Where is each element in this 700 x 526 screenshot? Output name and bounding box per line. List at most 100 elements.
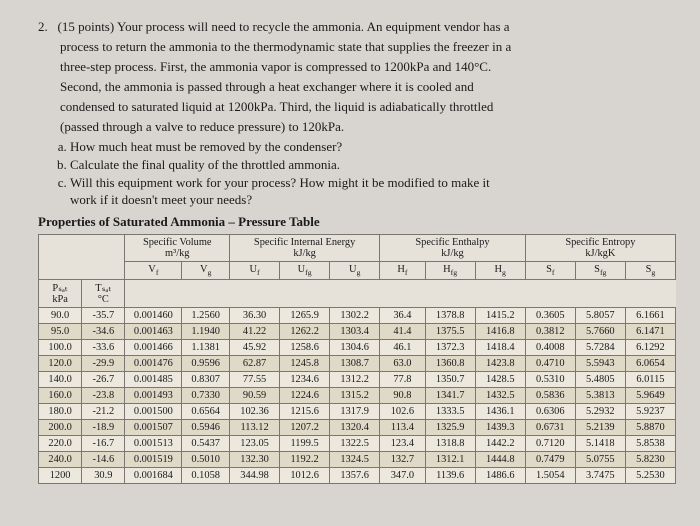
table-cell: 1428.5 [475, 372, 525, 388]
part-c: Will this equipment work for your proces… [70, 174, 678, 208]
table-cell: 0.001485 [125, 372, 182, 388]
table-cell: 0.1058 [182, 468, 230, 484]
table-cell: 120.0 [39, 356, 82, 372]
table-cell: 140.0 [39, 372, 82, 388]
table-cell: 1418.4 [475, 340, 525, 356]
table-cell: 1245.8 [280, 356, 330, 372]
table-cell: 1312.2 [330, 372, 380, 388]
table-title: Properties of Saturated Ammonia – Pressu… [38, 214, 678, 230]
table-cell: 113.4 [380, 420, 425, 436]
part-a: How much heat must be removed by the con… [70, 138, 678, 155]
table-cell: 1.1381 [182, 340, 230, 356]
table-cell: 1302.2 [330, 308, 380, 324]
table-cell: 1432.5 [475, 388, 525, 404]
table-cell: 1350.7 [425, 372, 475, 388]
table-cell: -21.2 [82, 404, 125, 420]
col-hfg: Hfg [425, 262, 475, 280]
question-text-3: three-step process. First, the ammonia v… [38, 58, 678, 76]
table-cell: 0.6306 [525, 404, 575, 420]
table-cell: 6.1661 [625, 308, 675, 324]
table-cell: 5.3813 [575, 388, 625, 404]
table-cell: 5.9649 [625, 388, 675, 404]
table-cell: 102.36 [230, 404, 280, 420]
table-cell: 5.8057 [575, 308, 625, 324]
table-cell: 1324.5 [330, 452, 380, 468]
table-cell: 1215.6 [280, 404, 330, 420]
table-cell: 41.22 [230, 324, 280, 340]
table-cell: 113.12 [230, 420, 280, 436]
table-cell: 1.5054 [525, 468, 575, 484]
col-uf: Uf [230, 262, 280, 280]
table-cell: 5.7660 [575, 324, 625, 340]
table-cell: 0.001476 [125, 356, 182, 372]
table-cell: 0.6564 [182, 404, 230, 420]
table-cell: 132.30 [230, 452, 280, 468]
table-row: 240.0-14.60.0015190.5010132.301192.21324… [39, 452, 676, 468]
table-cell: 5.8230 [625, 452, 675, 468]
group-sv: Specific Volume m³/kg [125, 235, 230, 262]
table-cell: 5.0755 [575, 452, 625, 468]
table-cell: 1436.1 [475, 404, 525, 420]
table-cell: 0.001507 [125, 420, 182, 436]
table-cell: 5.8538 [625, 436, 675, 452]
table-cell: 1262.2 [280, 324, 330, 340]
table-cell: 1192.2 [280, 452, 330, 468]
table-cell: 1312.1 [425, 452, 475, 468]
question-text-2: process to return the ammonia to the the… [38, 38, 678, 56]
table-cell: 1207.2 [280, 420, 330, 436]
table-cell: 5.2530 [625, 468, 675, 484]
table-cell: 1200 [39, 468, 82, 484]
table-cell: 1320.4 [330, 420, 380, 436]
table-body: 90.0-35.70.0014601.256036.301265.91302.2… [39, 308, 676, 484]
group-u: Specific Internal Energy kJ/kg [230, 235, 380, 262]
table-cell: -35.7 [82, 308, 125, 324]
table-cell: -16.7 [82, 436, 125, 452]
table-cell: 0.001466 [125, 340, 182, 356]
table-cell: 90.0 [39, 308, 82, 324]
table-cell: 1333.5 [425, 404, 475, 420]
table-cell: 46.1 [380, 340, 425, 356]
table-cell: 5.1418 [575, 436, 625, 452]
table-cell: 1258.6 [280, 340, 330, 356]
col-t: Tₛₐₜ °C [82, 280, 125, 308]
table-cell: -14.6 [82, 452, 125, 468]
table-cell: 0.001493 [125, 388, 182, 404]
table-cell: 5.2932 [575, 404, 625, 420]
table-cell: 1199.5 [280, 436, 330, 452]
table-cell: 1439.3 [475, 420, 525, 436]
table-cell: 0.001513 [125, 436, 182, 452]
table-cell: 344.98 [230, 468, 280, 484]
table-cell: 1360.8 [425, 356, 475, 372]
question-number: 2. [38, 19, 48, 34]
table-cell: 6.1292 [625, 340, 675, 356]
table-cell: 6.0115 [625, 372, 675, 388]
table-cell: 62.87 [230, 356, 280, 372]
table-cell: 1444.8 [475, 452, 525, 468]
table-cell: 90.8 [380, 388, 425, 404]
table-cell: 5.9237 [625, 404, 675, 420]
table-cell: 160.0 [39, 388, 82, 404]
table-cell: 1318.8 [425, 436, 475, 452]
table-cell: -29.9 [82, 356, 125, 372]
table-cell: 45.92 [230, 340, 280, 356]
table-cell: 180.0 [39, 404, 82, 420]
table-cell: 0.7479 [525, 452, 575, 468]
table-row: 120030.90.0016840.1058344.981012.61357.6… [39, 468, 676, 484]
table-cell: 0.7120 [525, 436, 575, 452]
table-cell: 1378.8 [425, 308, 475, 324]
table-row: 90.0-35.70.0014601.256036.301265.91302.2… [39, 308, 676, 324]
table-cell: 1375.5 [425, 324, 475, 340]
col-sg: Sg [625, 262, 675, 280]
table-cell: 0.9596 [182, 356, 230, 372]
table-cell: 1224.6 [280, 388, 330, 404]
part-b: Calculate the final quality of the throt… [70, 156, 678, 173]
table-cell: 5.5943 [575, 356, 625, 372]
table-cell: 1139.6 [425, 468, 475, 484]
table-cell: 0.001463 [125, 324, 182, 340]
table-cell: 0.5010 [182, 452, 230, 468]
table-cell: 1325.9 [425, 420, 475, 436]
table-cell: 0.4710 [525, 356, 575, 372]
table-cell: 30.9 [82, 468, 125, 484]
table-cell: 0.001684 [125, 468, 182, 484]
table-cell: 63.0 [380, 356, 425, 372]
